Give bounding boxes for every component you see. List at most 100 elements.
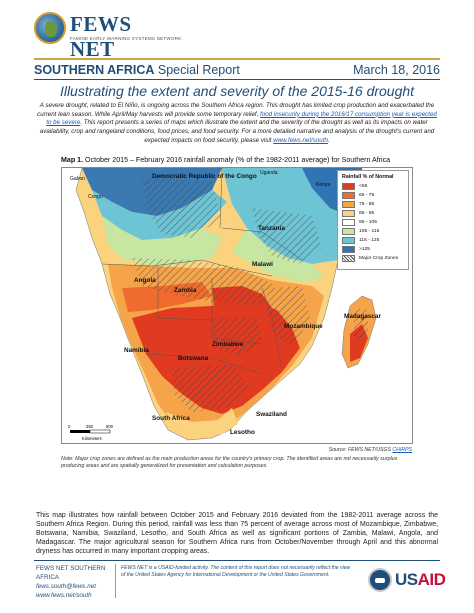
legend-item: 95 - 105 [342,218,404,227]
legend-swatch [342,192,355,199]
body-paragraph: This map illustrates how rainfall betwee… [36,512,438,556]
usaid-wordmark-aid: AID [417,570,446,589]
map-legend: Rainfall % of Normal <65 65 - 75 75 - 85 85… [337,170,409,270]
summary-text-1: A severe drought, related to El Niño, is… [37,102,435,118]
legend-swatch [342,201,355,208]
footer-org: FEWS NET SOUTHERN AFRICA [36,565,106,581]
crop-zone-zimbabwe [212,318,262,356]
label-botswana: Botswana [178,355,209,362]
border-line-1 [101,259,273,277]
map-source: Source: FEWS NET/USGS CHIRPS [329,447,412,453]
rainfall-anomaly-map: Gabon Congo Democratic Republic of the C… [61,167,413,444]
label-madagascar: Madagascar [344,313,381,320]
usaid-wordmark: USAID [395,570,446,590]
south-africa-south-coast [166,408,238,438]
scale-end: 500 [106,424,114,429]
summary-text-2: . This report presents a series of maps … [39,119,435,144]
summary-paragraph: A severe drought, related to El Niño, is… [36,102,438,146]
label-swaziland: Swaziland [256,411,287,418]
footer-web[interactable]: www.fews.net/south [36,592,92,599]
legend-item: <65 [342,182,404,191]
legend-item: 65 - 75 [342,191,404,200]
usaid-wordmark-us: US [395,570,418,589]
label-malawi: Malawi [252,261,273,268]
legend-item: 105 - 115 [342,227,404,236]
legend-label: 75 - 85 [359,202,375,207]
summary-text-3: . [327,136,330,144]
crop-zone-mozambique [266,286,310,346]
legend-item: 75 - 85 [342,200,404,209]
logo-subtitle: FAMINE EARLY WARNING SYSTEMS NETWORK [70,36,182,41]
scale-zero: 0 [68,424,71,429]
legend-swatch [342,246,355,253]
usaid-logo: USAID [368,568,446,594]
border-line-5 [145,353,263,375]
scale-mid: 250 [86,424,94,429]
logo-text: FEWS NET [70,12,132,61]
legend-swatch [342,237,355,244]
legend-item: 85 - 95 [342,209,404,218]
label-namibia: Namibia [124,347,149,354]
report-title: Illustrating the extent and severity of … [59,83,415,99]
scale-unit: Kilometers [82,436,102,441]
label-angola: Angola [134,277,156,284]
label-gabon: Gabon [70,176,85,182]
report-region: SOUTHERN AFRICA [34,63,155,77]
map-source-link[interactable]: CHIRPS [392,447,412,453]
label-south-africa: South Africa [152,415,190,422]
scale-bar: 0 250 500 Kilometers [68,424,114,441]
green-region-drc [102,216,222,266]
country-borders [101,168,303,375]
legend-swatch [342,183,355,190]
legend-label: 105 - 115 [359,229,380,234]
footer-rule [34,560,440,561]
border-line-6 [221,227,303,261]
legend-swatch [342,255,355,262]
crop-zone-tanzania [252,208,322,264]
legend-item: 115 - 125 [342,236,404,245]
map-caption: Map 1. October 2015 – February 2016 rain… [61,156,390,164]
legend-swatch [342,219,355,226]
label-zimbabwe: Zimbabwe [212,341,244,348]
legend-label: <65 [359,184,368,189]
footer-divider [115,564,116,598]
header-rule [34,58,440,60]
map-svg: Gabon Congo Democratic Republic of the C… [62,168,412,443]
usaid-seal-icon [368,568,392,592]
legend-label: 85 - 95 [359,211,375,216]
legend-label: >125 [359,247,371,252]
legend-label: 115 - 125 [359,238,380,243]
border-line-2 [157,266,213,321]
legend-title: Rainfall % of Normal [342,174,394,180]
footer-email[interactable]: fews.south@fews.net [36,583,96,590]
map-caption-number: Map 1. [61,156,84,164]
legend-item: Major Crop Zones [342,254,404,263]
summary-link-food-insecurity[interactable]: food insecurity during the 2016/17 consu… [46,110,437,127]
footer-contact: FEWS NET SOUTHERN AFRICA fews.south@fews… [36,564,112,600]
map-source-text: Source: FEWS NET/USGS [328,447,393,453]
label-mozambique: Mozambique [284,323,323,330]
border-line-7 [219,168,223,229]
crop-zone-madagascar [354,308,368,340]
legend-label: Major Crop Zones [359,256,399,261]
legend-item: >125 [342,245,404,254]
legend-label: 65 - 75 [359,193,375,198]
border-line-4 [261,287,283,369]
label-drc: Democratic Republic of the Congo [152,173,257,180]
crop-zone-angola-zambia [132,258,272,306]
label-zambia: Zambia [174,287,197,294]
label-congo: Congo [88,194,103,200]
scale-seg-2 [89,429,111,434]
legend-label: 95 - 105 [359,220,377,225]
summary-link-website[interactable]: www.fews.net/south [273,136,328,144]
scale-seg-1 [70,430,90,433]
legend-rows: <65 65 - 75 75 - 85 85 - 95 95 - 105 105 - 11… [342,182,404,263]
label-lesotho: Lesotho [230,429,255,436]
report-region-line: SOUTHERN AFRICA Special Report [34,63,240,77]
fews-net-logo: FEWS NET FAMINE EARLY WARNING SYSTEMS NE… [34,8,181,61]
label-kenya: Kenya [316,182,330,188]
globe-icon [34,12,66,44]
border-line-3 [211,278,263,345]
map-note: Note: Major crop zones are defined as th… [61,456,398,469]
